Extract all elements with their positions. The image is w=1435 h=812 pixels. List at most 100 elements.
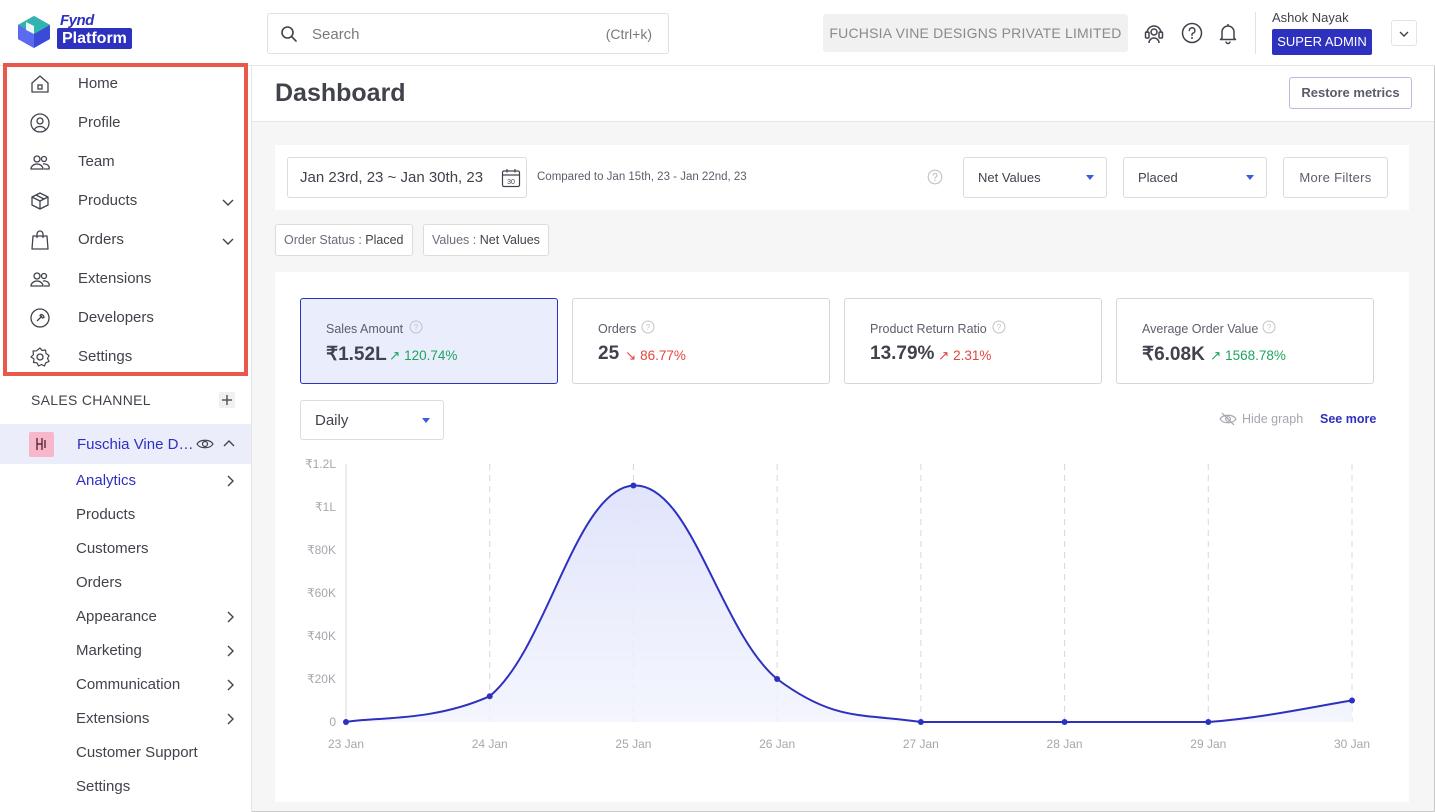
y-tick-label: ₹40K xyxy=(307,629,336,643)
subnav-item-label: Communication xyxy=(76,676,181,693)
user-menu-button[interactable] xyxy=(1391,20,1417,46)
sidebar-item-label: Developers xyxy=(78,309,154,326)
extensions-icon xyxy=(30,272,50,287)
date-range-picker[interactable]: Jan 23rd, 23 ~ Jan 30th, 23 30 xyxy=(287,157,527,198)
title-bar: Dashboard Restore metrics xyxy=(252,66,1434,122)
subnav-item-orders[interactable]: Orders xyxy=(0,566,252,600)
x-tick-label: 26 Jan xyxy=(759,737,795,751)
subnav-item-analytics[interactable]: Analytics xyxy=(0,464,252,498)
help-icon[interactable]: ? xyxy=(992,320,1006,334)
search-box[interactable]: Search (Ctrl+k) xyxy=(267,13,669,54)
caret-down-icon xyxy=(1086,175,1094,180)
subnav-item-label: Appearance xyxy=(76,608,157,625)
subnav-item-settings[interactable]: Settings xyxy=(0,770,252,804)
eye-off-icon[interactable] xyxy=(1219,412,1237,426)
sidebar-item-label: Team xyxy=(78,153,115,170)
filter-chip-order-status[interactable]: Order Status : Placed xyxy=(275,224,413,256)
team-icon xyxy=(30,155,50,170)
support-icon[interactable] xyxy=(1142,21,1166,45)
chart-data-point[interactable] xyxy=(917,719,924,725)
chart-data-point[interactable] xyxy=(1061,719,1068,725)
subnav-item-customer-support[interactable]: Customer Support xyxy=(0,736,252,770)
bell-icon[interactable] xyxy=(1216,21,1240,45)
sidebar-item-home[interactable]: Home xyxy=(0,65,252,104)
metric-card-orders[interactable]: Orders ? 25 ↘ 86.77% xyxy=(572,298,830,384)
sales-chart: 0 ₹20K ₹40K ₹60K ₹80K ₹1L ₹1.2L 23 Jan 24 Jan 25… xyxy=(305,457,1370,751)
chart-data-point[interactable] xyxy=(774,676,781,682)
chart-data-point[interactable] xyxy=(1349,697,1355,704)
x-tick-label: 30 Jan xyxy=(1334,737,1370,751)
company-selector[interactable]: FUCHSIA VINE DESIGNS PRIVATE LIMITED xyxy=(823,14,1128,52)
chevron-up-icon[interactable] xyxy=(222,437,236,451)
subnav-item-label: Analytics xyxy=(76,472,137,489)
restore-metrics-button[interactable]: Restore metrics xyxy=(1289,77,1412,109)
subnav-item-label: Marketing xyxy=(76,642,142,659)
sales-channel-item[interactable]: Fuschia Vine Designs xyxy=(0,424,251,464)
search-placeholder: Search xyxy=(312,26,360,43)
subnav-item-label: Extensions xyxy=(76,710,150,727)
help-icon[interactable] xyxy=(927,169,943,185)
subnav-item-marketing[interactable]: Marketing xyxy=(0,634,252,668)
subnav-item-extensions[interactable]: Extensions xyxy=(0,702,252,736)
highlight-annotation xyxy=(3,63,248,376)
see-more-link[interactable]: See more xyxy=(1320,412,1377,426)
metric-label: Orders xyxy=(598,322,637,336)
sidebar: Home Profile Team Products Orders Extens… xyxy=(0,66,252,812)
logo-fynd-text: Fynd xyxy=(60,12,94,29)
subnav-item-products[interactable]: Products xyxy=(0,498,252,532)
metric-card-average-order-value[interactable]: Average Order Value ? ₹6.08K ↗ 1568.78% xyxy=(1116,298,1374,384)
more-filters-button[interactable]: More Filters xyxy=(1283,157,1388,198)
metric-card-sales-amount[interactable]: Sales Amount ? ₹1.52L ↗ 120.74% xyxy=(300,298,558,384)
help-icon[interactable]: ? xyxy=(1262,320,1276,334)
sidebar-item-orders[interactable]: Orders xyxy=(0,221,252,260)
sidebar-item-label: Orders xyxy=(78,231,124,248)
metric-value: ₹6.08K xyxy=(1142,344,1205,365)
sidebar-item-profile[interactable]: Profile xyxy=(0,104,252,143)
sidebar-item-label: Profile xyxy=(78,114,121,131)
help-icon[interactable]: ? xyxy=(641,320,655,334)
subnav-item-appearance[interactable]: Appearance xyxy=(0,600,252,634)
chart-data-point[interactable] xyxy=(630,482,637,489)
select-value: Daily xyxy=(315,412,349,429)
chart-data-point[interactable] xyxy=(343,719,349,725)
subnav-item-communication[interactable]: Communication xyxy=(0,668,252,702)
value-type-select[interactable]: Net Values xyxy=(963,157,1107,198)
chart-data-point[interactable] xyxy=(1205,719,1212,725)
metric-value: 25 xyxy=(598,343,620,364)
calendar-icon: 30 xyxy=(501,169,521,188)
header-divider xyxy=(1255,12,1256,54)
settings-icon xyxy=(30,347,50,367)
filter-chip-values[interactable]: Values : Net Values xyxy=(423,224,549,256)
metric-label: Sales Amount xyxy=(326,322,404,336)
metric-value: ₹1.52L xyxy=(326,344,387,365)
hide-graph-button[interactable]: Hide graph xyxy=(1242,412,1304,426)
add-sales-channel-button[interactable] xyxy=(219,392,235,408)
sales-channel-header: SALES CHANNEL xyxy=(31,392,151,408)
chevron-down-icon xyxy=(222,238,234,245)
metric-delta: ↗ 2.31% xyxy=(938,348,992,363)
svg-text:?: ? xyxy=(997,323,1002,332)
sidebar-item-team[interactable]: Team xyxy=(0,143,252,182)
sidebar-item-settings[interactable]: Settings xyxy=(0,338,252,377)
caret-down-icon xyxy=(1246,175,1254,180)
chart-data-point[interactable] xyxy=(486,693,493,700)
sidebar-item-developers[interactable]: Developers xyxy=(0,299,252,338)
metric-label: Average Order Value xyxy=(1142,322,1259,336)
chip-key: Values : xyxy=(432,233,480,247)
select-value: Net Values xyxy=(978,170,1041,185)
top-header: Fynd Platform Search (Ctrl+k) FUCHSIA VI… xyxy=(0,0,1435,66)
sidebar-item-extensions[interactable]: Extensions xyxy=(0,260,252,299)
logo-platform-text: Platform xyxy=(57,28,132,49)
eye-icon[interactable] xyxy=(196,436,214,452)
subnav-item-customers[interactable]: Customers xyxy=(0,532,252,566)
order-status-select[interactable]: Placed xyxy=(1123,157,1267,198)
period-select[interactable]: Daily xyxy=(300,400,444,440)
svg-text:?: ? xyxy=(414,323,419,332)
help-icon[interactable]: ? xyxy=(409,320,423,334)
fynd-logo-icon[interactable] xyxy=(16,14,52,50)
select-value: Placed xyxy=(1138,170,1178,185)
metric-card-return-ratio[interactable]: Product Return Ratio ? 13.79% ↗ 2.31% xyxy=(844,298,1102,384)
sidebar-item-products[interactable]: Products xyxy=(0,182,252,221)
channel-logo xyxy=(29,432,54,457)
help-icon[interactable] xyxy=(1180,21,1204,45)
